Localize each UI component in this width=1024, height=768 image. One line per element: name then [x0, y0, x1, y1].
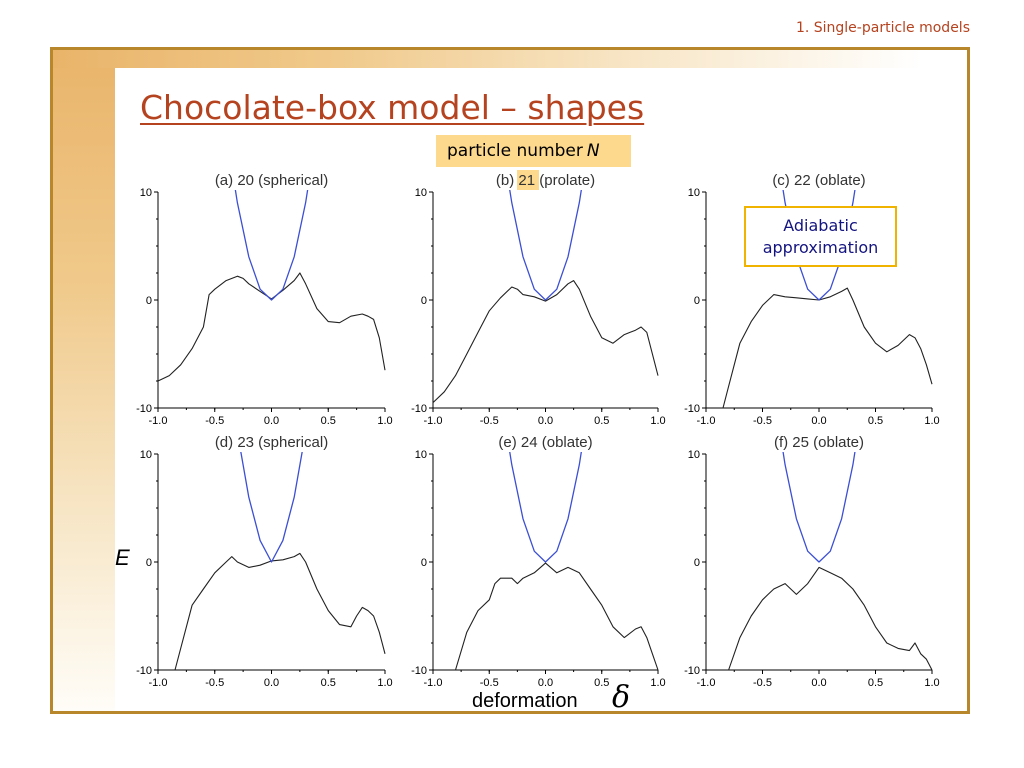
- y-tick-label: -10: [411, 403, 427, 415]
- adiabatic-line-2: approximation: [762, 238, 879, 257]
- x-tick-label: 0.5: [321, 677, 336, 689]
- x-tick-label: 0.0: [811, 677, 826, 689]
- panel-title: (f) 25 (oblate): [774, 434, 864, 451]
- y-tick-label: 0: [694, 295, 700, 307]
- x-tick-label: -1.0: [697, 415, 716, 427]
- x-tick-label: -1.0: [149, 677, 168, 689]
- energy-curve: [722, 287, 933, 409]
- y-tick-label: 0: [421, 295, 427, 307]
- y-tick-label: -10: [411, 665, 427, 677]
- adiabatic-callout: Adiabatic approximation: [744, 206, 897, 267]
- x-tick-label: 1.0: [650, 415, 665, 427]
- adiabatic-curve: [240, 452, 303, 563]
- chart-panel-1: -1.0 -0.5 0.0 0.5 1.0 10 0 -10 (a) 20 (spherical…: [136, 172, 393, 427]
- chart-panel-4: -1.0 -0.5 0.0 0.5 1.0 10 0 -10 (d) 23 (spherical…: [136, 434, 393, 689]
- chart-panel-6: -1.0 -0.5 0.0 0.5 1.0 10 0 -10 (f) 25 (oblate): [684, 434, 940, 689]
- y-tick-label: -10: [684, 403, 700, 415]
- y-axis-label: E: [115, 545, 130, 570]
- y-tick-label: 10: [140, 187, 152, 199]
- panel-title: (b) 21 (prolate): [496, 172, 595, 189]
- x-tick-label: -0.5: [205, 677, 224, 689]
- panel-title: (e) 24 (oblate): [498, 434, 592, 451]
- x-tick-label: -1.0: [697, 677, 716, 689]
- x-tick-label: -0.5: [480, 415, 499, 427]
- x-tick-label: 0.0: [538, 415, 553, 427]
- particle-number-callout: particle number N: [436, 135, 631, 167]
- energy-curve: [454, 562, 659, 671]
- slide-title: Chocolate-box model – shapes: [140, 88, 645, 127]
- particle-number-variable: N: [586, 141, 600, 161]
- panel-title: (c) 22 (oblate): [772, 172, 865, 189]
- x-tick-label: -0.5: [205, 415, 224, 427]
- y-tick-label: 0: [421, 557, 427, 569]
- slide-frame: [50, 47, 970, 714]
- x-tick-label: 0.5: [321, 415, 336, 427]
- y-tick-label: -10: [136, 665, 152, 677]
- highlight-21: [517, 170, 539, 190]
- x-tick-label: 0.5: [594, 415, 609, 427]
- adiabatic-curve: [782, 452, 856, 563]
- x-tick-label: -1.0: [149, 415, 168, 427]
- x-tick-label: -0.5: [480, 677, 499, 689]
- y-tick-label: -10: [684, 665, 700, 677]
- adiabatic-line-1: Adiabatic: [783, 216, 858, 235]
- adiabatic-curve: [234, 190, 309, 301]
- x-axis-label: deformation: [472, 690, 578, 712]
- x-tick-label: -1.0: [424, 677, 443, 689]
- x-tick-label: 0.0: [264, 677, 279, 689]
- y-tick-label: 10: [415, 187, 427, 199]
- x-tick-label: 0.5: [868, 415, 883, 427]
- frame-gradient-top: [53, 50, 967, 68]
- y-tick-label: 10: [415, 449, 427, 461]
- x-tick-label: 0.0: [538, 677, 553, 689]
- energy-curve: [174, 552, 386, 671]
- adiabatic-curve: [509, 452, 582, 563]
- y-tick-label: 0: [694, 557, 700, 569]
- y-tick-label: 10: [688, 449, 700, 461]
- chart-panel-5: -1.0 -0.5 0.0 0.5 1.0 10 0 -10 (e) 24 (oblate): [411, 434, 666, 689]
- x-tick-label: 0.0: [264, 415, 279, 427]
- panel-title: (d) 23 (spherical): [215, 434, 328, 451]
- x-tick-label: 1.0: [924, 677, 939, 689]
- energy-curve: [157, 272, 386, 382]
- energy-curve: [728, 566, 933, 671]
- x-tick-label: 1.0: [924, 415, 939, 427]
- panel-title: (a) 20 (spherical): [215, 172, 328, 189]
- y-tick-label: -10: [136, 403, 152, 415]
- x-tick-label: 1.0: [650, 677, 665, 689]
- frame-gradient-left: [53, 50, 115, 711]
- adiabatic-curve: [509, 190, 582, 301]
- y-tick-label: 0: [146, 557, 152, 569]
- x-tick-label: 0.0: [811, 415, 826, 427]
- chart-panel-2: -1.0 -0.5 0.0 0.5 1.0 10 0 -10 (b) 21 (prolate): [411, 172, 666, 427]
- x-axis-symbol: δ: [612, 680, 631, 715]
- x-tick-label: 0.5: [868, 677, 883, 689]
- y-tick-label: 10: [688, 187, 700, 199]
- x-tick-label: -0.5: [753, 415, 772, 427]
- x-tick-label: 1.0: [377, 415, 392, 427]
- y-tick-label: 0: [146, 295, 152, 307]
- x-tick-label: 1.0: [377, 677, 392, 689]
- energy-curve: [432, 280, 659, 403]
- particle-number-text: particle number: [447, 141, 583, 161]
- x-tick-label: -1.0: [424, 415, 443, 427]
- x-tick-label: 0.5: [594, 677, 609, 689]
- x-tick-label: -0.5: [753, 677, 772, 689]
- section-label: 1. Single-particle models: [795, 20, 970, 36]
- y-tick-label: 10: [140, 449, 152, 461]
